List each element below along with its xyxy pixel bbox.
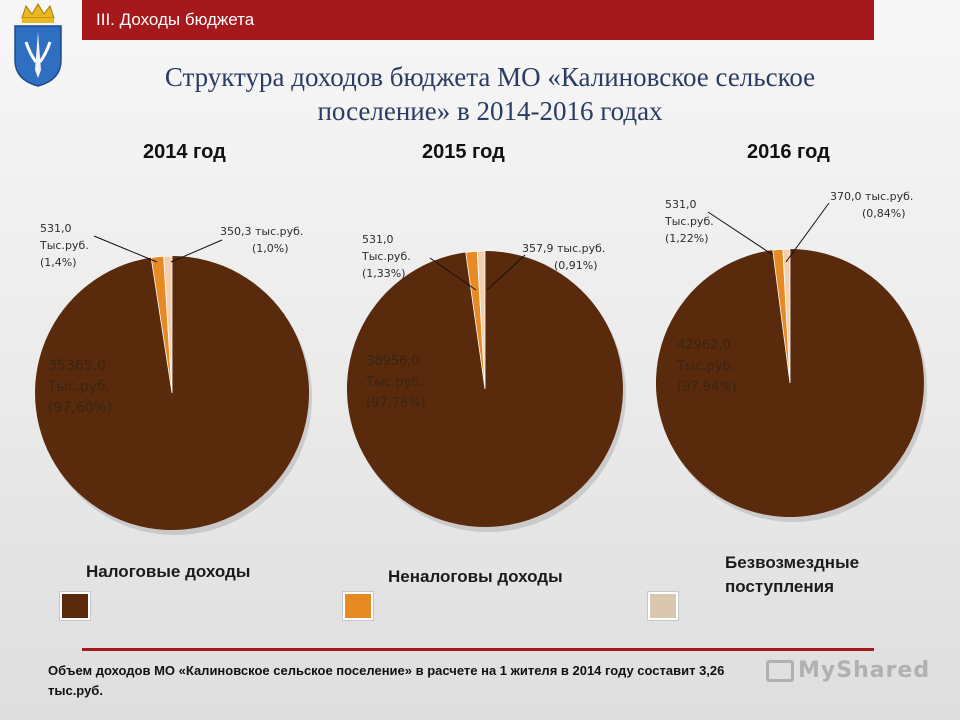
- legend-label-gratuitous-line2: поступления: [725, 577, 835, 596]
- data-label-2014-gratuitous: 350,3 тыс.руб. (1,0%): [220, 225, 303, 255]
- footer-note: Объем доходов МО «Калиновское сельское п…: [48, 661, 888, 701]
- slide-title-line1: Структура доходов бюджета МО «Калиновско…: [164, 62, 816, 92]
- legend-label-gratuitous: Безвозмездные поступления: [725, 551, 859, 599]
- data-label-2014-nontax: 531,0 Тыс.руб. (1,4%): [39, 222, 89, 269]
- chart-title-2016: 2016 год: [747, 141, 830, 163]
- data-label-2015-gratuitous: 357,9 тыс.руб. (0,91%): [522, 242, 605, 272]
- watermark: MyShared: [766, 658, 930, 683]
- legend-label-tax: Налоговые доходы: [86, 562, 251, 581]
- footer-divider: [82, 648, 874, 651]
- footer-note-line1: Объем доходов МО «Калиновское сельское п…: [48, 663, 725, 678]
- coat-of-arms-logo: [14, 3, 62, 87]
- leader-line-2016-nontax: [707, 211, 774, 256]
- legend-swatch-nontax: [343, 592, 373, 620]
- leader-line-2014-nontax: [93, 235, 158, 263]
- leader-line-2014-gratuitous: [170, 239, 223, 263]
- legend-label-gratuitous-line1: Безвозмездные: [725, 553, 860, 572]
- leader-line-2015-nontax: [429, 257, 477, 291]
- data-label-2016-gratuitous: 370,0 тыс.руб. (0,84%): [830, 190, 913, 220]
- watermark-icon: [766, 660, 794, 682]
- chart-title-2015: 2015 год: [422, 141, 505, 163]
- leader-line-2015-gratuitous: [486, 254, 526, 291]
- data-label-2016-nontax: 531,0 Тыс.руб. (1,22%): [664, 198, 714, 245]
- chart-title-2014: 2014 год: [143, 141, 226, 163]
- section-header-bar: III. Доходы бюджета: [82, 0, 874, 40]
- data-label-2015-tax: 38956,0 Тыс.руб. (97,76%): [365, 354, 426, 411]
- legend-swatch-tax: [60, 592, 90, 620]
- slide-title: Структура доходов бюджета МО «Калиновско…: [90, 60, 890, 128]
- leader-line-2016-gratuitous: [785, 202, 830, 263]
- pie-slice-2016-gratuitous: [782, 248, 791, 384]
- legend-swatch-gratuitous: [648, 592, 678, 620]
- data-label-2015-nontax: 531,0 Тыс.руб. (1,33%): [361, 233, 411, 280]
- data-label-2016-tax: 42962,0 Тыс.руб. (97,94%): [676, 338, 737, 395]
- pie-slice-2015-gratuitous: [476, 250, 486, 390]
- pie-slice-2014-gratuitous: [163, 255, 173, 394]
- section-title: III. Доходы бюджета: [96, 10, 255, 29]
- watermark-text: MyShared: [798, 658, 931, 683]
- footer-note-line2: тыс.руб.: [48, 683, 103, 698]
- legend-label-nontax: Неналоговы доходы: [388, 567, 563, 586]
- slide-title-line2: поселение» в 2014-2016 годах: [317, 96, 663, 126]
- data-label-2014-tax: 35365,0 Тыс.руб. (97,60%): [47, 358, 112, 416]
